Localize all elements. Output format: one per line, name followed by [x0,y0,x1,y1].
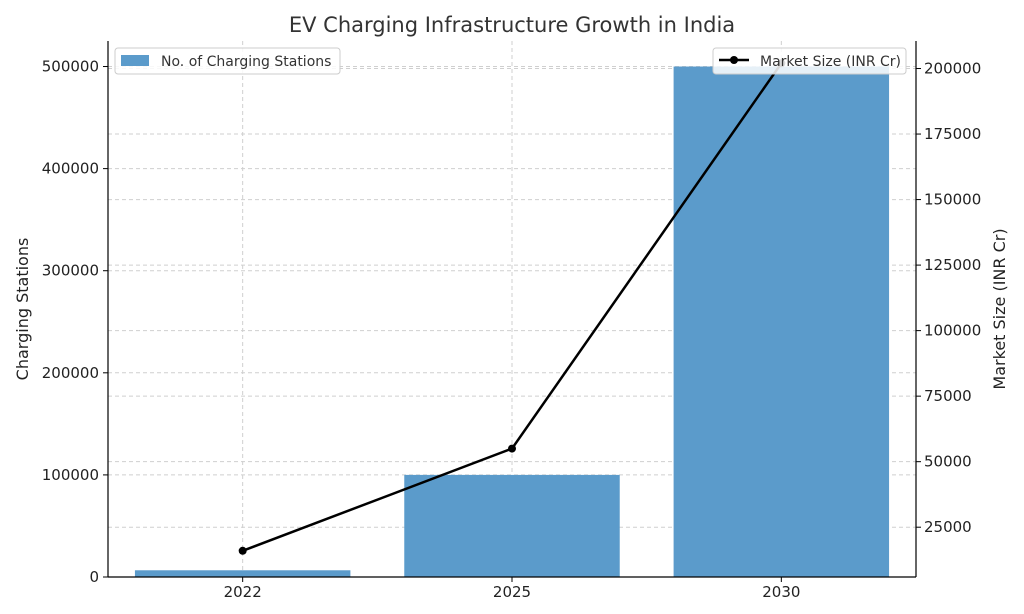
legend-left: No. of Charging Stations [114,47,341,75]
y-axis-label: Charging Stations [13,238,32,381]
bar [673,66,890,578]
y2-tick-label: 200000 [924,60,981,78]
y-tick-label: 400000 [42,160,99,178]
legend-left-box [114,47,341,75]
y2-tick-label: 175000 [924,125,981,143]
line-point [238,546,247,555]
bar-series [134,66,890,578]
legend-bar-swatch [121,55,149,66]
y2-axis-label: Market Size (INR Cr) [990,228,1009,389]
x-tick-label: 2030 [762,583,800,601]
y2-tick-label: 50000 [924,453,972,471]
axes: 0 100000 200000 300000 400000 500000 25000 5000… [42,41,981,601]
y-tick-label: 100000 [42,466,99,484]
x-tick-label: 2022 [224,583,262,601]
y-tick-label: 500000 [42,58,99,76]
y-tick-label: 0 [89,568,99,586]
legend-line-marker [730,56,738,64]
legend-line-label: Market Size (INR Cr) [760,54,901,70]
y2-tick-label: 100000 [924,322,981,340]
y2-tick-label: 150000 [924,191,981,209]
chart-title: EV Charging Infrastructure Growth in Ind… [289,13,735,37]
legend-right: Market Size (INR Cr) [712,47,907,75]
y-tick-label: 200000 [42,364,99,382]
bar [404,474,620,577]
x-tick-label: 2025 [493,583,531,601]
legend-right-box [712,47,907,75]
line-point [508,444,516,453]
y2-tick-label: 75000 [924,387,972,405]
bar [134,570,351,577]
y-tick-label: 300000 [42,262,99,280]
y2-tick-label: 125000 [924,256,981,274]
legend-bar-label: No. of Charging Stations [161,54,331,70]
y2-tick-label: 25000 [924,518,972,536]
